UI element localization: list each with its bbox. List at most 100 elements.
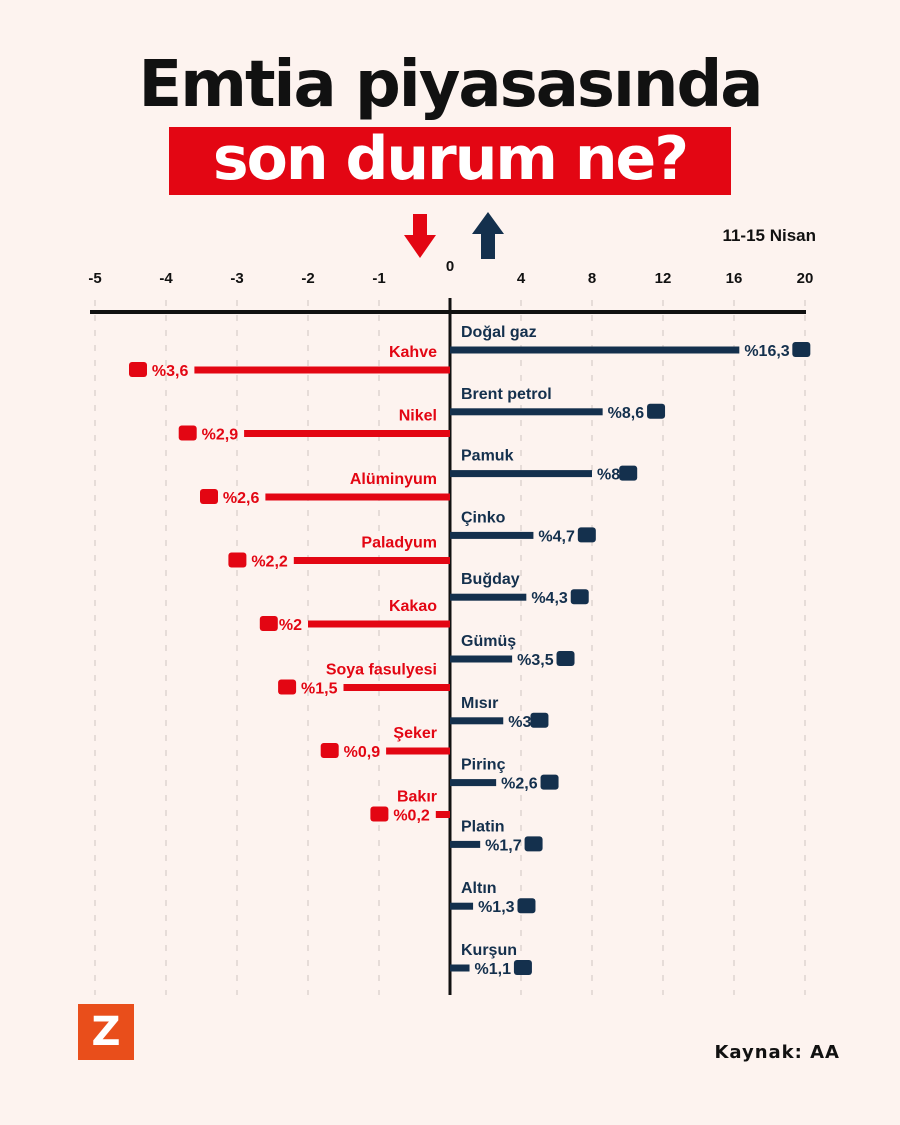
negative-value-label: %1,5 [301,681,338,698]
source-value: AA [810,1042,840,1063]
positive-category-label: Çinko [461,509,506,526]
ingots-icon [370,806,389,822]
soybean-icon [278,679,297,695]
title-line-2: son durum ne? [212,124,689,194]
negative-value-label: %2 [279,617,302,634]
negative-bar [435,811,450,818]
positive-category-label: Gümüş [461,633,516,650]
positive-category-label: Mısır [461,695,498,712]
positive-bar [450,655,513,663]
positive-bar [450,840,481,848]
negative-value-label: %2,9 [202,427,239,444]
positive-category-label: Pirinç [461,757,506,774]
ingots-icon [556,651,575,666]
positive-value-label: %4,3 [531,590,568,607]
tick-label: 4 [517,270,526,287]
tick-label: 8 [588,270,596,287]
negative-bar [244,430,450,437]
negative-bar [308,620,450,628]
gas-flame-icon [792,342,811,357]
ingots-icon [517,898,536,914]
cotton-icon [619,465,638,481]
coffee-beans-icon [129,362,147,377]
negative-value-label: %3,6 [152,363,189,380]
tick-label: -2 [301,270,314,287]
negative-category-label: Şeker [393,725,437,742]
positive-value-label: %8,6 [608,405,645,422]
negative-value-label: %2,2 [251,554,288,571]
negative-category-label: Nikel [399,408,437,425]
positive-value-label: %1,1 [475,961,512,978]
source-label: Kaynak: [714,1042,803,1063]
positive-value-label: %1,7 [485,837,522,854]
oil-barrel-icon [647,403,666,419]
title-line-1: Emtia piyasasında [138,48,764,122]
negative-bar [293,557,450,564]
ingots-icon [178,425,197,441]
negative-category-label: Paladyum [361,535,437,552]
brand-logo: Z [78,1004,134,1060]
positive-category-label: Buğday [461,571,520,588]
negative-bar [265,493,450,501]
ore-icon [577,527,596,543]
negative-bar [386,747,450,755]
rice-sack-icon [540,774,559,790]
positive-value-label: %3 [508,714,531,731]
tick-label: 12 [655,270,672,287]
negative-category-label: Kahve [389,344,437,361]
negative-bar [343,684,450,691]
cocoa-icon [259,616,278,631]
positive-value-label: %8 [597,467,620,484]
positive-value-label: %1,3 [478,899,515,916]
tick-label: -1 [372,270,385,287]
tick-label: -5 [88,270,101,287]
up-arrow-shaft [481,232,495,259]
tick-label: 0 [446,258,454,275]
positive-category-label: Kurşun [461,942,517,959]
source: Kaynak: AA [714,1042,840,1063]
tick-label: 20 [797,270,814,287]
negative-category-label: Alüminyum [350,471,437,488]
positive-value-label: %4,7 [538,528,575,545]
positive-category-label: Altın [461,880,497,897]
period-label: 11-15 Nisan [722,226,816,245]
ingots-icon [513,960,532,975]
negative-value-label: %0,9 [344,744,381,761]
positive-category-label: Brent petrol [461,386,552,403]
tick-label: -3 [230,270,243,287]
down-arrow-icon [404,214,436,258]
positive-category-label: Platin [461,818,505,835]
negative-category-label: Bakır [397,789,437,806]
tick-label: 16 [726,270,743,287]
negative-category-label: Kakao [389,598,437,615]
sugar-sack-icon [320,743,339,758]
positive-value-label: %16,3 [744,343,789,360]
blocks-icon [200,489,218,504]
positive-bar [450,902,474,910]
wheat-icon [570,589,589,605]
positive-bar [450,717,504,725]
positive-bar [450,408,603,416]
title-highlight [169,127,731,195]
positive-bar [450,964,470,972]
up-arrow-icon [472,212,504,239]
negative-category-label: Soya fasulyesi [326,662,437,679]
ingots-icon [524,836,543,852]
tick-label: -4 [159,270,173,287]
positive-bar [450,470,592,478]
negative-value-label: %2,6 [223,490,260,507]
positive-value-label: %2,6 [501,776,538,793]
positive-bar [450,779,497,787]
positive-value-label: %3,5 [517,652,554,669]
negative-value-label: %0,2 [393,808,430,825]
positive-bar [450,531,534,539]
negative-bar [194,366,450,374]
corn-icon [530,712,549,728]
positive-category-label: Doğal gaz [461,324,537,341]
positive-category-label: Pamuk [461,448,514,465]
positive-bar [450,593,527,601]
ingots-icon [228,552,247,568]
positive-bar [450,346,740,354]
